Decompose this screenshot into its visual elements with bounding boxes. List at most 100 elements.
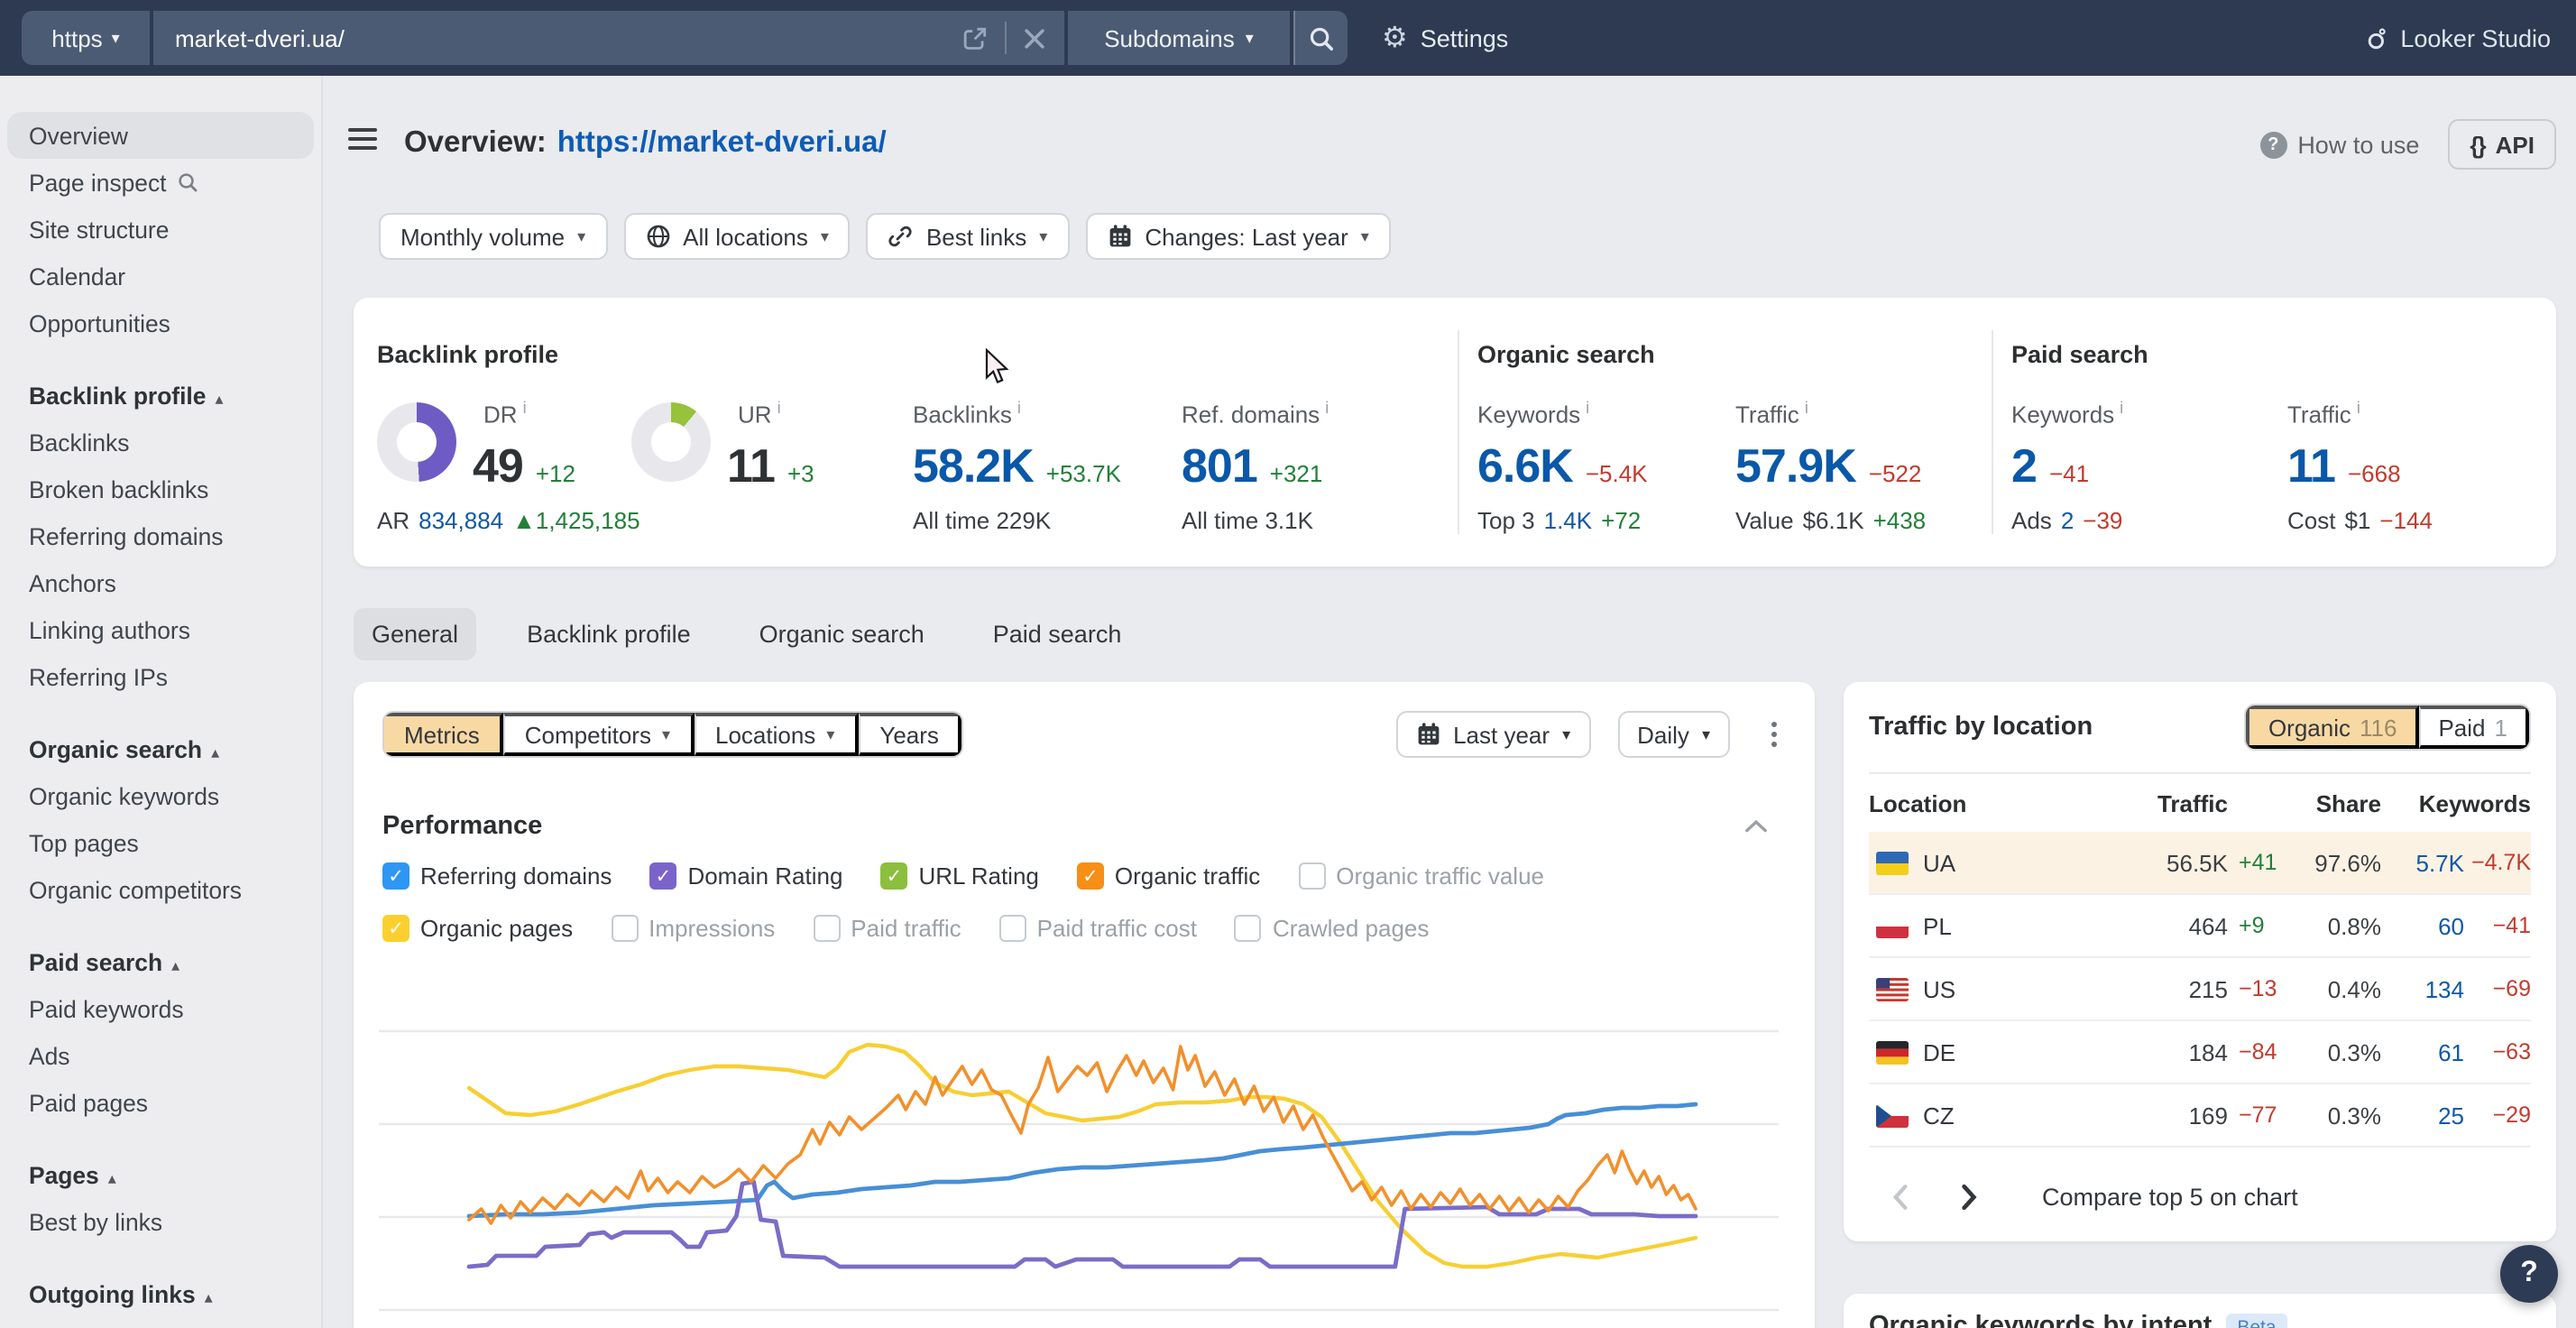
protocol-dropdown[interactable]: https — [22, 11, 150, 65]
segment-years[interactable]: Years — [858, 713, 962, 756]
next-page-button[interactable] — [1948, 1176, 1988, 1216]
clear-input-icon[interactable] — [1023, 26, 1046, 50]
settings-button[interactable]: Settings — [1371, 0, 1519, 76]
info-icon[interactable] — [1586, 399, 1589, 417]
info-icon[interactable] — [2120, 399, 2123, 417]
keywords-value[interactable]: 5.7K — [2415, 849, 2465, 876]
info-icon[interactable] — [1325, 399, 1329, 417]
sidebar-item-overview[interactable]: Overview — [7, 112, 314, 159]
checkbox-checked-icon[interactable] — [649, 862, 677, 890]
help-button[interactable]: ? — [2500, 1245, 2558, 1303]
sidebar-item-linked-domains[interactable]: Linked domains — [7, 1317, 314, 1328]
sidebar-item-organic-keywords[interactable]: Organic keywords — [7, 772, 314, 819]
filter-all-locations[interactable]: All locations — [623, 213, 851, 260]
ref-domains-value[interactable]: 801 — [1182, 438, 1258, 493]
filter-best-links[interactable]: Best links — [866, 213, 1070, 260]
open-external-icon[interactable] — [961, 24, 989, 51]
sidebar-item-opportunities[interactable]: Opportunities — [7, 300, 314, 346]
sidebar-item-referring-domains[interactable]: Referring domains — [7, 512, 314, 559]
checkbox-checked-icon[interactable] — [382, 862, 409, 890]
sidebar-section-paid-search[interactable]: Paid search — [7, 938, 314, 985]
checkbox-checked-icon[interactable] — [880, 862, 908, 890]
checkbox-unchecked-icon[interactable] — [611, 915, 639, 942]
keywords-value[interactable]: 25 — [2438, 1102, 2464, 1129]
sidebar-item-best-by-links[interactable]: Best by links — [7, 1198, 314, 1245]
stat-sub-part[interactable]: 1.4K — [1543, 507, 1593, 534]
stat-sub-part[interactable]: 2 — [2060, 507, 2075, 534]
sidebar-item-broken-backlinks[interactable]: Broken backlinks — [7, 466, 314, 512]
segment-competitors[interactable]: Competitors — [502, 713, 694, 756]
location-row-ua[interactable]: UA 56.5K +41 97.6% 5.7K −4.7K — [1869, 832, 2531, 895]
target-url-input[interactable]: market-dveri.ua/ — [153, 11, 1064, 65]
filter-monthly-volume[interactable]: Monthly volume — [379, 213, 608, 260]
checkbox-checked-icon[interactable] — [1076, 862, 1104, 890]
tab-paid-search[interactable]: Paid search — [975, 608, 1140, 660]
checkbox-unchecked-icon[interactable] — [1298, 862, 1326, 890]
api-button[interactable]: API — [2448, 119, 2556, 170]
info-icon[interactable] — [777, 399, 781, 417]
segment-metrics[interactable]: Metrics — [384, 713, 503, 756]
compare-top5-link[interactable]: Compare top 5 on chart — [2042, 1183, 2298, 1210]
prev-page-button[interactable] — [1880, 1176, 1919, 1216]
period-dropdown[interactable]: Last year — [1395, 711, 1591, 758]
looker-studio-brand[interactable]: Looker Studio — [2364, 0, 2551, 76]
keywords-value[interactable]: 134 — [2424, 975, 2464, 1002]
organic-keywords-value[interactable]: 6.6K — [1477, 438, 1574, 493]
sidebar-item-referring-ips[interactable]: Referring IPs — [7, 653, 314, 700]
sidebar-section-outgoing-links[interactable]: Outgoing links — [7, 1270, 314, 1317]
keywords-value[interactable]: 61 — [2438, 1038, 2464, 1065]
toggle-organic[interactable]: Organic 116 — [2246, 706, 2419, 749]
sidebar-item-paid-keywords[interactable]: Paid keywords — [7, 985, 314, 1032]
info-icon[interactable] — [523, 399, 527, 417]
sidebar-item-calendar[interactable]: Calendar — [7, 253, 314, 300]
location-row-us[interactable]: US 215 −13 0.4% 134 −69 — [1869, 958, 2531, 1021]
segment-locations[interactable]: Locations — [694, 713, 859, 756]
paid-keywords-value[interactable]: 2 — [2011, 438, 2038, 493]
legend-domain-rating[interactable]: Domain Rating — [649, 862, 842, 890]
sidebar-section-pages[interactable]: Pages — [7, 1151, 314, 1198]
legend-impressions[interactable]: Impressions — [611, 915, 775, 942]
info-icon[interactable] — [2357, 399, 2360, 417]
checkbox-checked-icon[interactable] — [382, 915, 409, 942]
sidebar-item-ads[interactable]: Ads — [7, 1032, 314, 1079]
collapse-section-icon[interactable] — [1744, 819, 1768, 834]
page-title-url-link[interactable]: https://market-dveri.ua/ — [557, 125, 887, 158]
filter-changes-last-year[interactable]: Changes: Last year — [1085, 213, 1391, 260]
sidebar-section-organic-search[interactable]: Organic search — [7, 725, 314, 772]
tab-organic-search[interactable]: Organic search — [741, 608, 943, 660]
paid-traffic-value[interactable]: 11 — [2287, 438, 2336, 493]
subdomains-dropdown[interactable]: Subdomains — [1068, 11, 1290, 65]
legend-paid-traffic-cost[interactable]: Paid traffic cost — [998, 915, 1197, 942]
collapse-sidebar-button[interactable] — [348, 128, 377, 152]
sidebar-item-site-structure[interactable]: Site structure — [7, 206, 314, 253]
sidebar-item-linking-authors[interactable]: Linking authors — [7, 606, 314, 653]
checkbox-unchecked-icon[interactable] — [813, 915, 841, 942]
sidebar-item-backlinks[interactable]: Backlinks — [7, 419, 314, 466]
sidebar-item-page-inspect[interactable]: Page inspect — [7, 159, 314, 206]
location-row-de[interactable]: DE 184 −84 0.3% 61 −63 — [1869, 1021, 2531, 1084]
legend-referring-domains[interactable]: Referring domains — [382, 862, 612, 890]
search-button[interactable] — [1293, 11, 1348, 65]
tab-general[interactable]: General — [354, 608, 477, 660]
legend-organic-traffic-value[interactable]: Organic traffic value — [1298, 862, 1544, 890]
sidebar-item-top-pages[interactable]: Top pages — [7, 819, 314, 866]
legend-organic-traffic[interactable]: Organic traffic — [1076, 862, 1260, 890]
info-icon[interactable] — [1805, 399, 1808, 417]
how-to-use-button[interactable]: How to use — [2259, 131, 2419, 158]
legend-url-rating[interactable]: URL Rating — [880, 862, 1039, 890]
kebab-menu-icon[interactable] — [1764, 720, 1786, 749]
backlinks-value[interactable]: 58.2K — [913, 438, 1035, 493]
legend-paid-traffic[interactable]: Paid traffic — [813, 915, 961, 942]
legend-organic-pages[interactable]: Organic pages — [382, 915, 573, 942]
organic-traffic-value[interactable]: 57.9K — [1735, 438, 1857, 493]
checkbox-unchecked-icon[interactable] — [1234, 915, 1262, 942]
sidebar-item-paid-pages[interactable]: Paid pages — [7, 1079, 314, 1126]
location-row-cz[interactable]: CZ 169 −77 0.3% 25 −29 — [1869, 1084, 2531, 1148]
granularity-dropdown[interactable]: Daily — [1617, 711, 1730, 758]
checkbox-unchecked-icon[interactable] — [998, 915, 1026, 942]
ar-value[interactable]: 834,884 — [419, 507, 504, 534]
tab-backlink-profile[interactable]: Backlink profile — [509, 608, 709, 660]
toggle-paid[interactable]: Paid 1 — [2418, 706, 2529, 749]
keywords-value[interactable]: 60 — [2438, 912, 2464, 939]
info-icon[interactable] — [1017, 399, 1021, 417]
